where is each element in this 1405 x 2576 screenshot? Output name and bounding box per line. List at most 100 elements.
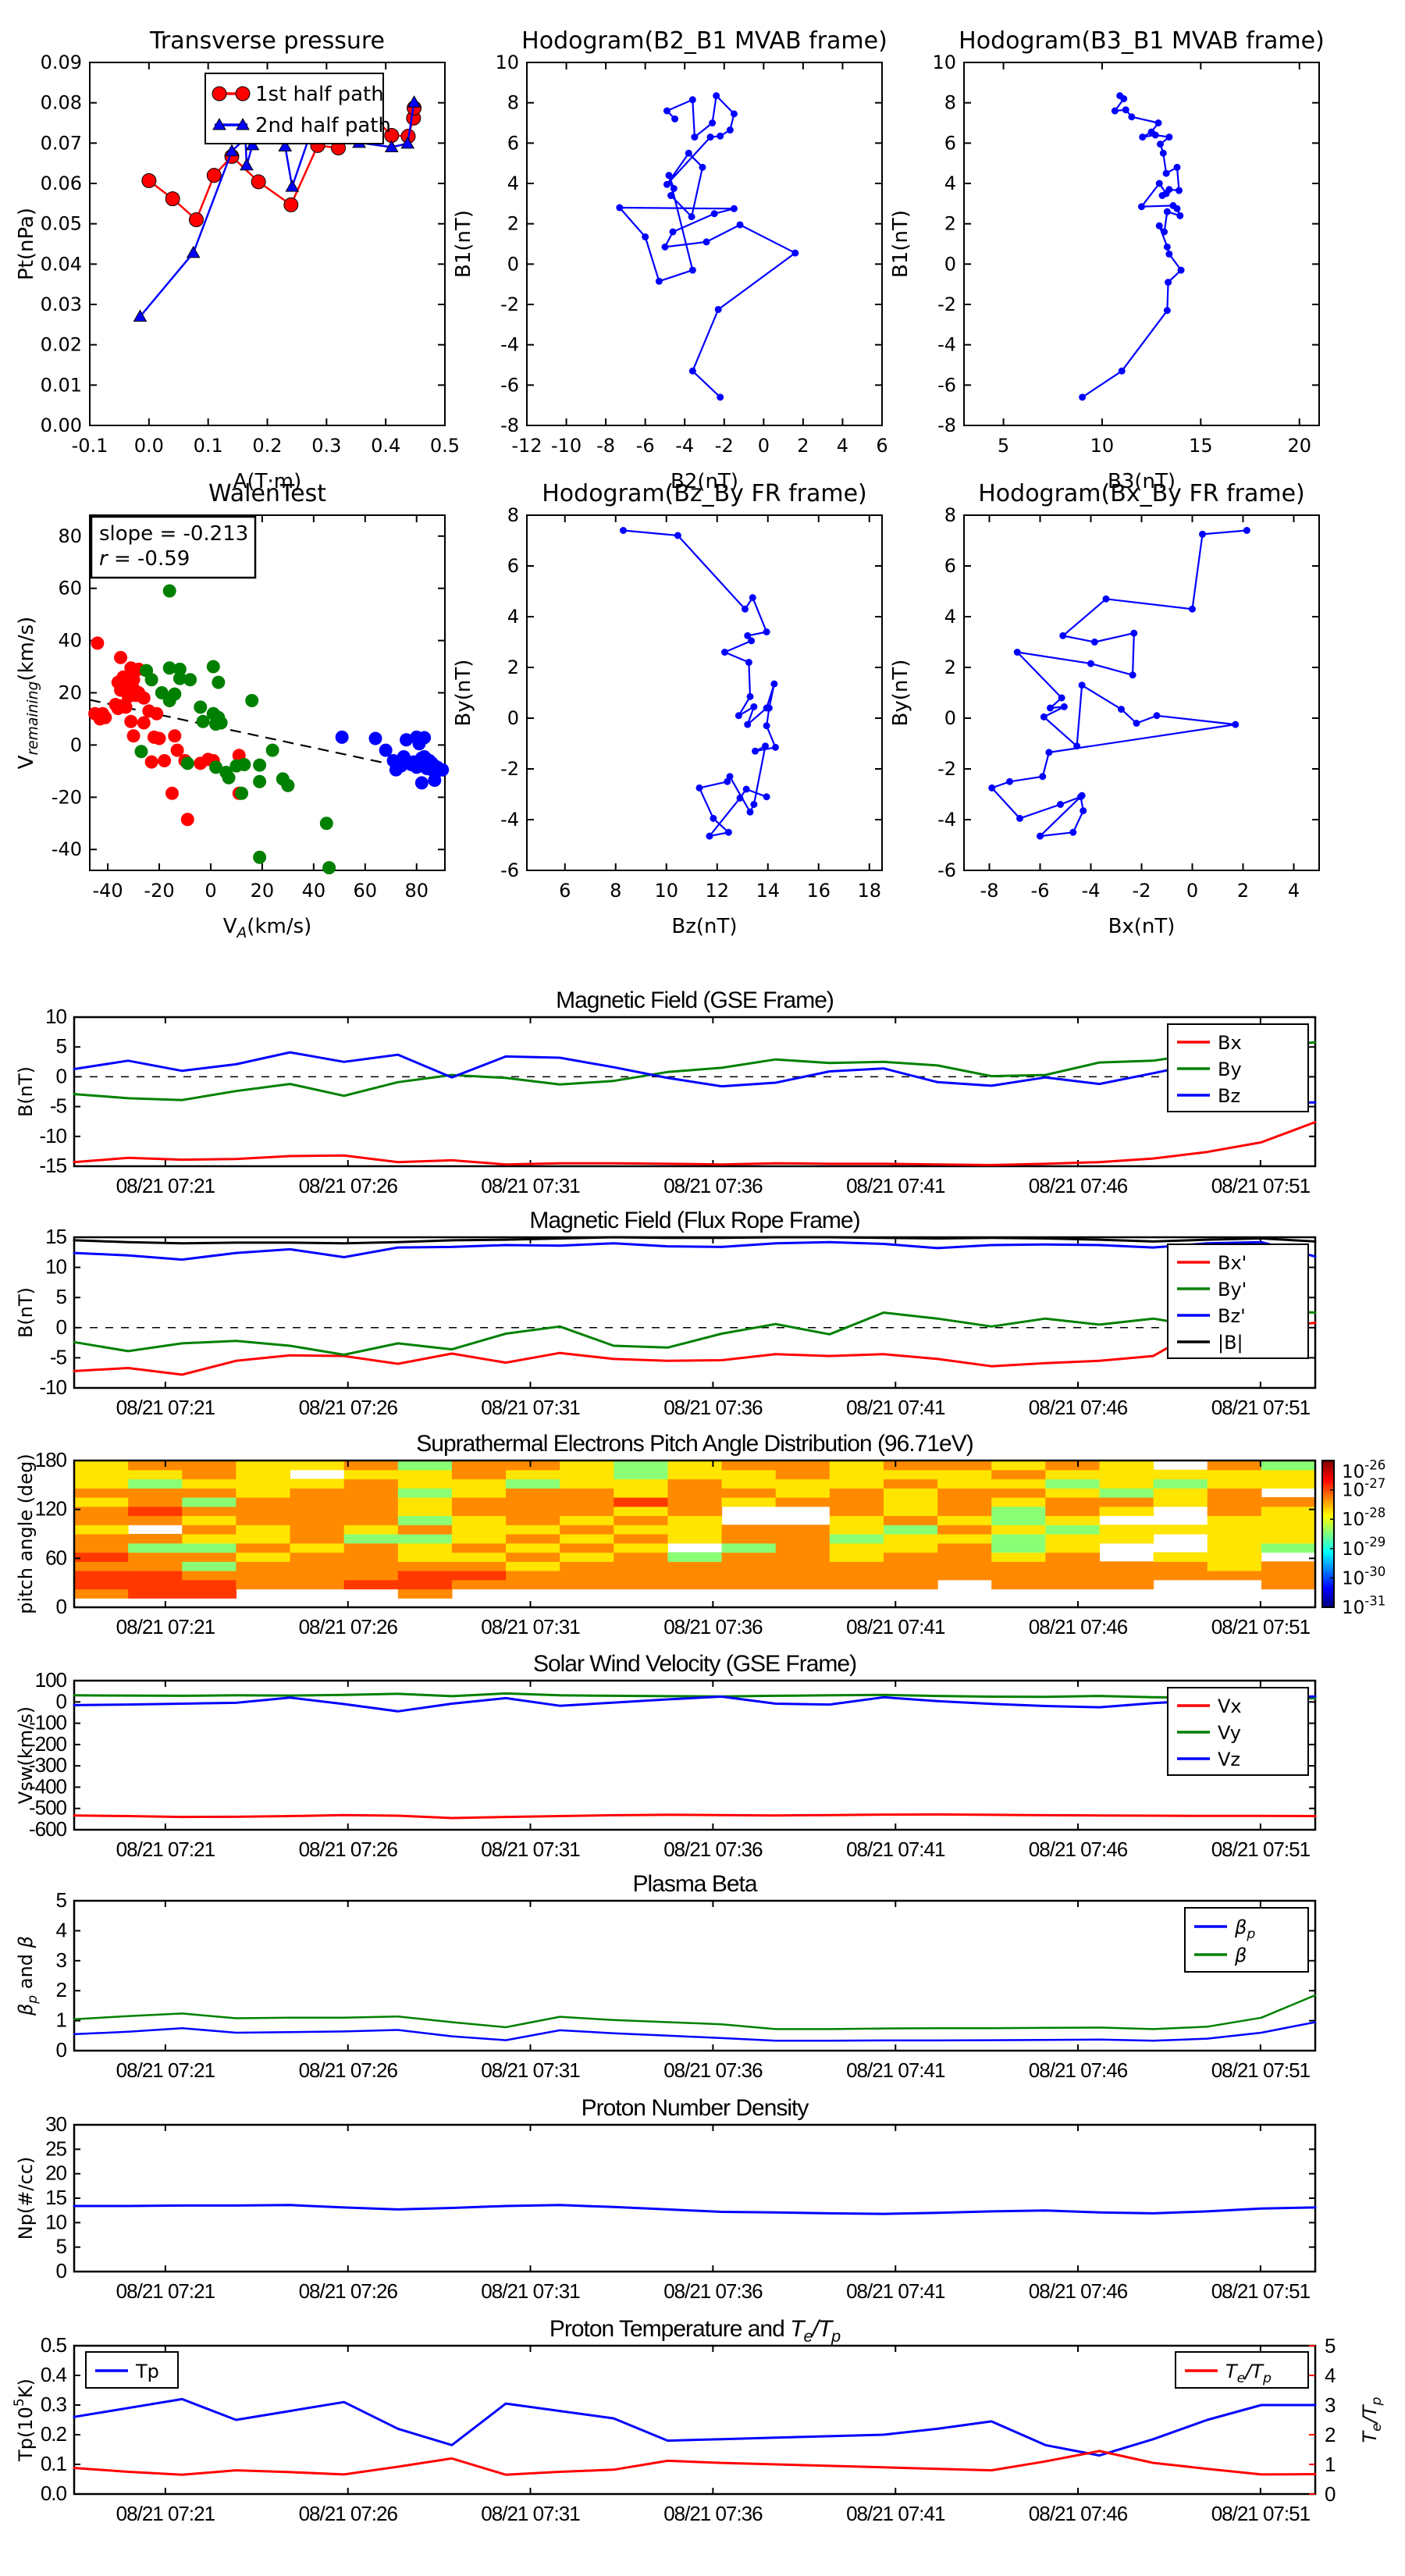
right-tick-label: 0: [1325, 2482, 1336, 2506]
chart-np: 08/21 07:21 08/21 07:26 08/21 07:31 08/21 0…: [15, 2095, 1317, 2303]
y-tick-label: 0: [56, 1689, 67, 1713]
x-tick-label: 0.1: [194, 435, 223, 457]
y-tick-label: 5: [56, 2235, 67, 2258]
x-tick-label: 20: [1287, 435, 1311, 457]
series-vx: [73, 1813, 1317, 1820]
legend-label: Vx: [1218, 1695, 1242, 1717]
series-bz-by-path: [620, 527, 779, 840]
x-tick-label: 08/21 07:41: [846, 2279, 945, 2303]
legend-label: Bx': [1218, 1252, 1247, 1274]
x-tick-label: -10: [551, 435, 582, 457]
x-tick-label: 08/21 07:51: [1211, 2058, 1311, 2082]
series-beta-total: [73, 1994, 1317, 2030]
y-tick-label: -4: [500, 334, 519, 356]
colorbar-label: 10-26: [1342, 1457, 1385, 1482]
x-axis: -12 -10 -8 -6 -4 -2 0 2 4 6: [511, 62, 888, 457]
y-tick-label: -600: [29, 1817, 67, 1841]
right-tick-label: 1: [1325, 2453, 1336, 2476]
y-tick-label: -5: [50, 1094, 67, 1118]
chart-fr: 08/21 07:21 08/21 07:26 08/21 07:31 08/21 0…: [15, 1208, 1317, 1419]
y-tick-label: -10: [39, 1124, 66, 1147]
y-tick-label: 1: [56, 2008, 67, 2032]
series-bz-fr: [73, 1240, 1317, 1261]
x-tick-label: 08/21 07:31: [481, 1396, 580, 1419]
legend-box: [205, 73, 384, 144]
legend-label: Bx: [1218, 1032, 1242, 1054]
y-tick-label: 60: [58, 578, 82, 600]
colorbar-label: 10-27: [1342, 1476, 1385, 1501]
y-axis-label: B1(nT): [889, 210, 912, 278]
y-tick-label: 0: [944, 707, 956, 729]
y-tick-label: -20: [52, 786, 82, 808]
y-tick-label: 0.01: [41, 374, 82, 396]
y-tick-label: 10: [45, 2210, 66, 2233]
x-axis: -8 -6 -4 -2 0 2 4: [980, 515, 1300, 902]
colorbar-label: 10-28: [1342, 1506, 1385, 1531]
legend-label: Bz': [1218, 1305, 1246, 1327]
y-tick-label: 5: [56, 1285, 67, 1308]
y-tick-label: 6: [507, 555, 519, 577]
x-tick-label: -8: [980, 880, 999, 902]
x-tick-label: -2: [715, 435, 734, 457]
x-tick-label: 08/21 07:46: [1029, 2502, 1128, 2525]
heatmap-cells: [74, 1461, 1316, 1599]
series-vy: [73, 1692, 1317, 1700]
x-tick-label: 08/21 07:21: [116, 2058, 215, 2082]
x-tick-label: 08/21 07:41: [846, 1174, 945, 1197]
y-tick-label: -2: [937, 758, 956, 780]
y-tick-label: -2: [500, 294, 519, 315]
chart-title: Suprathermal Electrons Pitch Angle Distr…: [416, 1431, 973, 1457]
axes-box: [73, 1236, 1317, 1389]
x-tick-label: 20: [251, 880, 275, 902]
y-tick-label: -100: [29, 1711, 67, 1735]
y-tick-label: 4: [56, 1918, 67, 1941]
y-tick-label: 8: [507, 92, 519, 114]
right-axis-label: Te/Tp: [1359, 2396, 1385, 2443]
chart-title: Proton Number Density: [582, 2095, 809, 2121]
chart-pad: 08/21 07:21 08/21 07:26 08/21 07:31 08/21 0…: [15, 1431, 1385, 1638]
x-tick-label: 08/21 07:26: [299, 1615, 398, 1638]
chart-bzby: 6 8 10 12 14 16 18 -6 -4 -2 0 2 4 6 8 Hodogram(Bz_By FR…: [452, 480, 883, 938]
y-tick-label: 4: [507, 173, 519, 194]
axes-box: [73, 1899, 1317, 2052]
x-tick-label: 0: [758, 435, 770, 457]
x-tick-label: 0.0: [134, 435, 164, 457]
chart-title: Hodogram(B2_B1 MVAB frame): [521, 27, 887, 55]
x-tick-label: 0.5: [430, 435, 460, 457]
x-tick-label: 08/21 07:31: [481, 1838, 580, 1861]
x-tick-label: 08/21 07:36: [663, 1396, 763, 1419]
x-tick-label: 14: [756, 880, 780, 902]
y-axis-label: Np(#/cc): [15, 2157, 37, 2240]
chart-beta: 08/21 07:21 08/21 07:26 08/21 07:31 08/21 0…: [15, 1871, 1317, 2082]
x-tick-label: -4: [675, 435, 694, 457]
x-tick-label: 2: [1237, 880, 1249, 902]
x-axis-label: B3(nT): [1108, 470, 1176, 493]
x-axis-label: B2(nT): [670, 470, 738, 493]
x-tick-label: 08/21 07:26: [299, 1174, 398, 1197]
x-tick-label: 08/21 07:41: [846, 2058, 945, 2082]
y-tick-label: -4: [937, 809, 956, 831]
y-tick-label: -15: [39, 1154, 66, 1177]
x-tick-label: 08/21 07:36: [663, 1615, 763, 1638]
y-tick-label: -8: [937, 415, 956, 436]
y-tick-label: 80: [58, 525, 82, 547]
series-bx-gse: [73, 1121, 1317, 1166]
y-tick-label: 2: [944, 213, 956, 235]
y-tick-label: 2: [507, 656, 519, 678]
x-axis: 08/21 07:21 08/21 07:26 08/21 07:31 08/21 0…: [116, 1237, 1311, 1419]
y-tick-label: 2: [944, 656, 956, 678]
x-axis: -0.1 0.0 0.1 0.2 0.3 0.4 0.5: [72, 62, 460, 457]
chart-b2b1: -12 -10 -8 -6 -4 -2 0 2 4 6 -8 -6 -4 -2 0 2 4 6 8 10Hodogra…: [452, 27, 888, 493]
y-tick-label: 2: [56, 1978, 67, 2001]
legend-label: β: [1234, 1944, 1247, 1966]
y-tick-label: -4: [937, 334, 956, 356]
chart-title: Proton Temperature and Te/Tp: [550, 2316, 841, 2346]
x-tick-label: 08/21 07:31: [481, 2279, 580, 2303]
y-axis: 0.00 0.01 0.02 0.03 0.04 0.05 0.06 0.07 0.08 0.09: [41, 52, 445, 436]
series-scatter-red: [88, 636, 246, 827]
right-axis: 0 1 2 3 4 5 Te/Tp: [1309, 2334, 1385, 2506]
series-bmag-fr: [73, 1236, 1317, 1245]
x-tick-label: 08/21 07:36: [663, 1174, 763, 1197]
x-tick-label: -40: [92, 880, 123, 902]
chart-title: Magnetic Field (GSE Frame): [556, 987, 834, 1013]
